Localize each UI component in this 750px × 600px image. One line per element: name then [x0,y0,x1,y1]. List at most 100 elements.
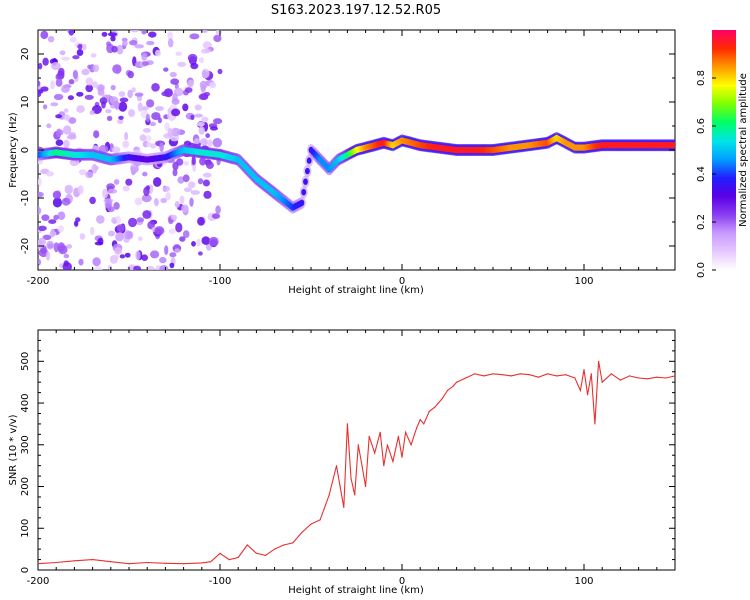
spectrogram-noise-cell [197,216,205,226]
spectrogram-noise-cell [181,204,189,213]
snr-point [92,559,94,561]
snr-point [619,379,622,381]
spectrogram-noise-cell [116,224,125,233]
spectrogram-noise-cell [53,93,64,101]
y-tick-label: 0 [20,147,31,153]
spectrogram-noise-cell [205,161,214,169]
spectrogram-noise-cell [177,176,185,184]
snr-point [335,465,338,467]
spectrogram-noise-cell [134,44,145,49]
snr-point [128,563,130,565]
spectrogram-noise-cell [124,230,134,240]
spectrogram-noise-cell [150,250,160,259]
snr-point [456,381,458,383]
snr-point [423,423,425,425]
spectrogram-noise-cell [63,139,70,149]
snr-point [292,542,294,544]
y-tick-label: 200 [20,477,31,496]
spectrogram-noise-cell [113,202,120,210]
spectrogram-noise-cell [211,213,221,219]
spectrogram-noise-cell [110,35,116,42]
spectrogram-noise-cell [201,68,210,79]
snr-point [638,377,640,379]
spectrogram-noise-cell [81,68,90,76]
snr-x-ticks: -200 -100 0 100 [27,330,676,587]
spectrogram-noise-cell [143,186,150,197]
snr-point [361,465,363,467]
snr-point [401,456,403,458]
snr-point [574,377,576,379]
spectrogram-noise-cell [55,73,61,80]
spectrogram-noise-cell [170,214,177,220]
snr-point [164,562,166,564]
spectrogram-noise-cell [66,134,77,140]
spectrogram-noise-cell [57,225,64,233]
spectrogram-noise-cell [111,45,118,53]
spectrogram-noise-cell [106,183,115,191]
spectrogram-noise-cell [142,61,149,66]
spectrogram-noise-cell [122,40,128,47]
spectrogram-noise-cell [190,62,199,70]
spectrogram-noise-cell [205,133,210,139]
x-tick-label: 100 [574,576,593,587]
spectrogram-noise-cell [161,91,170,97]
spectrogram-noise-cell [165,192,171,201]
y-tick-label: 10 [20,96,31,109]
spectrogram-noise-cell [105,109,112,114]
spectrogram-noise-cell [58,67,65,76]
snr-point [386,444,388,446]
colorbar-tick-label: 0.8 [696,70,707,86]
spectrogram-noise-cell [38,225,47,231]
spectrogram-noise-cell [62,262,72,270]
snr-point [246,544,248,546]
spectrogram-noise-cell [52,190,62,200]
spectrogram-noise-cell [203,190,212,199]
snr-point [392,460,394,463]
spectrogram-noise-cell [102,188,108,199]
spectrogram-noise-cell [50,62,61,70]
spectrogram-noise-cell [77,185,84,195]
spectrogram-noise-cell [82,43,87,51]
spectrogram-noise-cell [196,238,201,247]
spectrogram-noise-cell [141,30,147,35]
spectrogram-noise-cell [153,177,162,187]
spectrogram-noise-cell [92,64,100,73]
spectrogram-noise-cell [159,142,164,153]
spectrogram-noise-cell [119,97,129,103]
spectrogram-noise-cell [151,112,161,121]
x-tick-label: 0 [399,576,405,587]
spectrogram-noise-cell [111,146,121,154]
snr-point [365,485,367,488]
spectrogram-noise-cell [119,254,126,259]
spectrogram-noise-cell [72,55,80,60]
spectrogram-noise-cell [104,199,113,209]
y-tick-label: 0 [20,567,31,573]
spectrogram-noise-cell [57,242,66,253]
spectrogram-x-axis-label: Height of straight line (km) [288,285,424,296]
spectrogram-noise-cell [64,184,74,194]
colorbar: 0.0 0.2 0.4 0.6 0.8 Normalized spectral ampl… [696,30,749,278]
spectrogram-noise-cell [146,99,155,108]
snr-point [465,377,467,379]
spectrogram-noise-cell [162,185,171,192]
spectrogram-noise-cell [192,163,197,172]
spectrogram-noise-cell [183,187,192,192]
spectrogram-noise-cell [155,106,164,111]
spectrogram-noise-cell [69,36,77,43]
spectrogram-noise-cell [134,197,143,206]
spectrogram-noise-cell [199,157,207,166]
spectrogram-noise-cell [153,198,159,207]
spectrogram-noise-cell [41,214,50,221]
spectrogram-noise-cell [179,236,186,242]
snr-point [310,523,312,525]
spectrogram-noise-cell [127,89,133,99]
snr-point [274,548,276,550]
spectrogram-noise-cell [38,206,42,215]
spectrogram-noise-cell [73,70,78,80]
spectrogram-noise-cell [164,245,169,256]
spectrogram-noise-cell [85,171,94,179]
spectrogram-ridge-cell [303,178,308,185]
spectrogram-noise-cell [182,103,189,112]
snr-point [228,559,230,561]
